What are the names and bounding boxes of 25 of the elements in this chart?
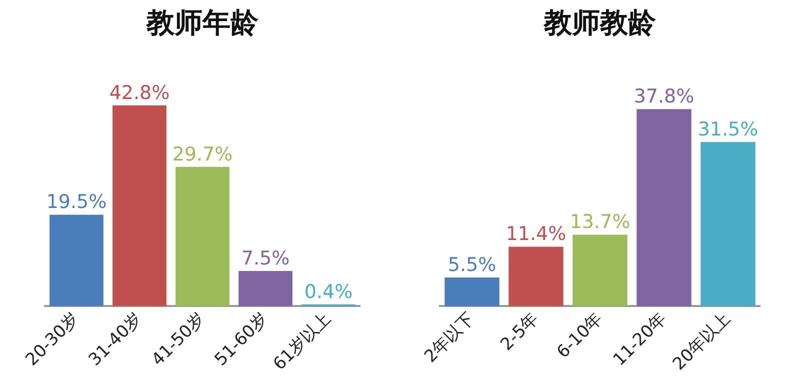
x-tick-label: 2-5年 bbox=[496, 308, 543, 355]
bar bbox=[112, 105, 166, 306]
x-tick-label: 2年以下 bbox=[420, 308, 479, 367]
chart-title: 教师教龄 bbox=[543, 6, 657, 40]
bar bbox=[50, 214, 104, 306]
data-label: 19.5% bbox=[46, 191, 107, 214]
bar bbox=[700, 142, 756, 306]
data-label: 11.4% bbox=[506, 223, 566, 246]
data-label: 7.5% bbox=[241, 247, 290, 270]
data-label: 42.8% bbox=[109, 82, 170, 104]
data-label: 29.7% bbox=[172, 143, 233, 166]
bar bbox=[572, 234, 628, 306]
data-label: 5.5% bbox=[448, 254, 496, 276]
bar bbox=[444, 278, 500, 306]
data-label: 0.4% bbox=[304, 280, 353, 303]
bar bbox=[238, 271, 292, 306]
chart-title: 教师年龄 bbox=[146, 6, 260, 40]
bar bbox=[636, 109, 692, 306]
x-tick-label: 61岁以上 bbox=[270, 308, 336, 374]
data-label: 37.8% bbox=[634, 86, 694, 108]
bar bbox=[176, 166, 230, 306]
data-label: 13.7% bbox=[570, 211, 630, 234]
bar bbox=[508, 246, 564, 306]
data-label: 31.5% bbox=[698, 118, 758, 140]
x-tick-label: 20年以上 bbox=[669, 308, 735, 374]
